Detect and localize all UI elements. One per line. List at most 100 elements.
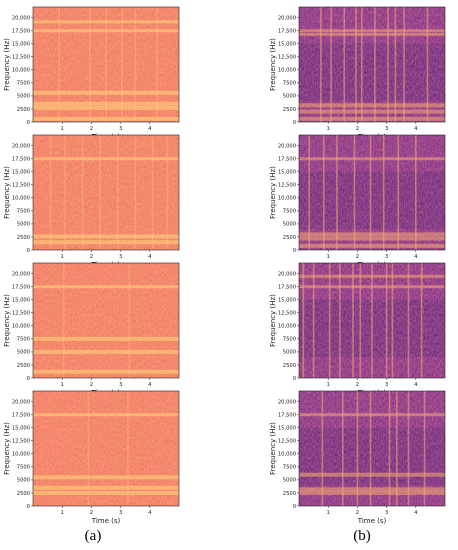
time-streak — [385, 263, 388, 378]
heatmap-noise — [33, 135, 179, 250]
x-tick-label: 2 — [90, 510, 93, 516]
heatmap-area — [299, 391, 445, 506]
y-axis-label: Frequency (Hz) — [269, 294, 277, 347]
time-streak — [407, 391, 410, 506]
y-tick-label: 7500 — [17, 209, 30, 215]
axes-frame — [32, 262, 180, 379]
time-streak — [356, 391, 359, 506]
time-streak — [116, 135, 119, 250]
y-tick-label: 15,000 — [278, 298, 296, 304]
x-tick-label: 2 — [356, 254, 359, 260]
time-streak — [403, 7, 405, 122]
y-tick-label: 12,500 — [12, 55, 30, 61]
y-tick-label: 17,500 — [12, 29, 30, 35]
time-streak — [134, 7, 136, 122]
x-tick-label: 1 — [61, 254, 64, 260]
y-tick-label: 12,500 — [278, 439, 296, 445]
heatmap-noise — [299, 391, 445, 506]
y-tick-label: 20,000 — [12, 143, 30, 149]
time-streak — [352, 263, 354, 378]
y-tick-label: 5000 — [17, 478, 30, 484]
x-tick-label: 3 — [119, 382, 122, 388]
y-tick-label: 2500 — [283, 235, 296, 241]
frequency-band — [299, 232, 445, 237]
x-tick-label: 2 — [356, 126, 359, 132]
y-tick-label: 7500 — [17, 81, 30, 87]
time-streak — [369, 391, 372, 506]
y-tick-label: 0 — [27, 504, 30, 510]
frequency-band — [33, 157, 179, 161]
time-streak — [397, 135, 400, 250]
frequency-band — [299, 157, 445, 161]
time-streak — [339, 263, 341, 378]
y-tick-label: 7500 — [283, 465, 296, 471]
x-tick-label: 3 — [119, 254, 122, 260]
time-streak — [62, 263, 65, 378]
x-tick-label: 3 — [385, 382, 388, 388]
y-tick-label: 0 — [27, 376, 30, 382]
y-axis-label: Frequency (Hz) — [3, 422, 11, 475]
spectrogram-panel-b4: 0 2500 5000 7500 10,000 12,500 15,000 17,500 20,… — [269, 390, 446, 525]
spectrogram-panel-b2: 0 2500 5000 7500 10,000 12,500 15,000 17,500 20,… — [269, 134, 446, 269]
y-tick-label: 17,500 — [278, 285, 296, 291]
x-tick-label: 2 — [90, 126, 93, 132]
frequency-band — [299, 487, 445, 492]
frequency-band — [33, 490, 179, 495]
frequency-band — [299, 236, 445, 241]
time-streak — [382, 135, 385, 250]
time-streak — [308, 135, 311, 250]
time-streak — [89, 7, 91, 122]
frequency-band — [33, 105, 179, 110]
time-streak — [343, 7, 346, 122]
y-tick-label: 17,500 — [12, 157, 30, 163]
time-streak — [369, 135, 372, 250]
heatmap-area — [299, 263, 445, 378]
time-streak — [396, 391, 398, 506]
time-streak — [128, 263, 131, 378]
time-streak — [151, 135, 154, 250]
x-tick-label: 2 — [90, 382, 93, 388]
y-tick-label: 2500 — [17, 491, 30, 497]
heatmap-area — [33, 7, 179, 122]
y-tick-label: 12,500 — [12, 439, 30, 445]
x-tick-label: 3 — [385, 510, 388, 516]
time-streak — [166, 135, 169, 250]
y-axis-label: Frequency (Hz) — [3, 166, 11, 219]
axes-frame — [298, 134, 446, 251]
y-tick-label: 15,000 — [12, 170, 30, 176]
y-tick-label: 15,000 — [278, 42, 296, 48]
frequency-band — [299, 32, 445, 36]
y-tick-label: 17,500 — [12, 285, 30, 291]
heatmap-noise — [33, 263, 179, 378]
time-streak — [127, 391, 129, 506]
frequency-band — [299, 243, 445, 248]
y-tick-label: 5000 — [17, 350, 30, 356]
x-tick-label: 3 — [119, 126, 122, 132]
frequency-band — [299, 490, 445, 495]
y-tick-label: 17,500 — [12, 413, 30, 419]
y-axis-label: Frequency (Hz) — [269, 422, 277, 475]
y-tick-label: 20,000 — [12, 271, 30, 277]
y-tick-label: 2500 — [283, 107, 296, 113]
time-streak — [388, 391, 391, 506]
x-tick-label: 4 — [148, 126, 152, 132]
y-tick-label: 7500 — [283, 81, 296, 87]
axes-frame — [32, 6, 180, 123]
axes-frame — [298, 6, 446, 123]
y-tick-label: 20,000 — [12, 399, 30, 405]
x-tick-label: 1 — [61, 510, 64, 516]
y-axis-label: Frequency (Hz) — [269, 166, 277, 219]
time-streak — [321, 391, 324, 506]
column-label-a: (a) — [85, 528, 102, 544]
time-streak — [391, 263, 394, 378]
y-tick-label: 15,000 — [278, 426, 296, 432]
y-axis-label: Frequency (Hz) — [269, 38, 277, 91]
y-tick-label: 20,000 — [278, 15, 296, 21]
y-tick-label: 0 — [293, 120, 296, 126]
x-tick-label: 2 — [356, 510, 359, 516]
y-tick-label: 2500 — [17, 363, 30, 369]
y-tick-label: 2500 — [283, 363, 296, 369]
y-tick-label: 15,000 — [12, 426, 30, 432]
y-tick-label: 5000 — [283, 94, 296, 100]
time-streak — [156, 7, 158, 122]
